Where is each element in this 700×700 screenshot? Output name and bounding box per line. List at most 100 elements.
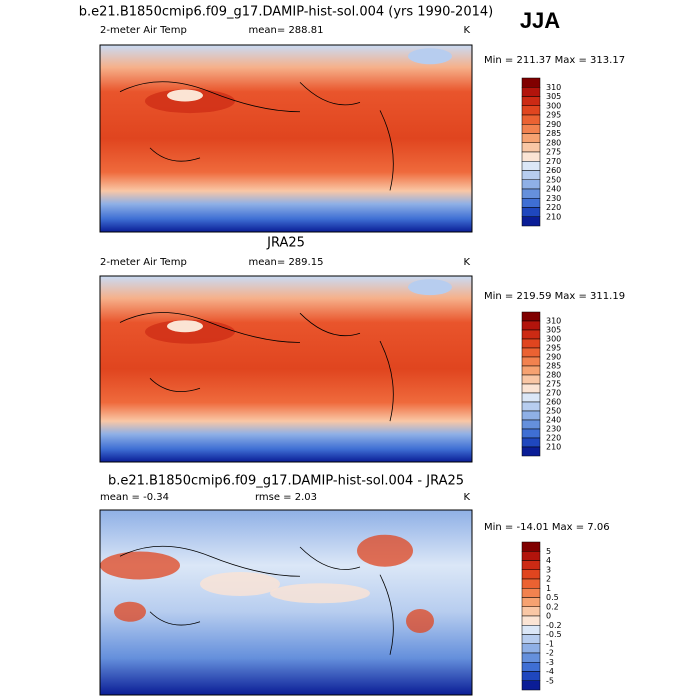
colorbar-box [521, 365, 541, 376]
colorbar-box [521, 446, 541, 457]
colorbar-label: 300 [546, 335, 561, 344]
colorbar-box [521, 437, 541, 448]
colorbar-box [521, 588, 541, 598]
panel-title: JRA25 [266, 236, 305, 251]
colorbar-label: 280 [546, 371, 561, 380]
colorbar-box [521, 383, 541, 394]
colorbar-label: -1 [546, 639, 554, 648]
colorbar-box [521, 188, 541, 199]
colorbar-label: 270 [546, 389, 561, 398]
colorbar-box [521, 578, 541, 589]
colorbar-label: 250 [546, 407, 561, 416]
colorbar-box [521, 320, 541, 331]
colorbar-box [521, 634, 541, 644]
colorbar-label: -0.2 [546, 621, 562, 630]
colorbar-label: 295 [546, 111, 561, 120]
units-label: K [463, 257, 470, 268]
panel-title: b.e21.B1850cmip6.f09_g17.DAMIP-hist-sol.… [108, 474, 464, 489]
colorbar-label: 275 [546, 148, 561, 157]
colorbar-box [521, 179, 541, 190]
center-label: mean= 288.81 [249, 25, 324, 36]
panel-title: b.e21.B1850cmip6.f09_g17.DAMIP-hist-sol.… [79, 5, 493, 20]
colorbar-label: 275 [546, 380, 561, 389]
colorbar-label: 300 [546, 101, 561, 110]
left-label: 2-meter Air Temp [100, 257, 187, 268]
colorbar-box [521, 551, 541, 561]
greenland [408, 48, 452, 65]
units-label: K [463, 25, 470, 36]
colorbar-box [521, 142, 541, 153]
min-max-label: Min = 219.59 Max = 311.19 [484, 291, 625, 302]
colorbar-box [521, 569, 541, 580]
colorbar-label: 310 [546, 317, 561, 326]
colorbar-box [521, 560, 541, 570]
colorbar-box [521, 338, 541, 349]
colorbar-label: 280 [546, 138, 561, 147]
colorbar-box [521, 133, 541, 143]
colorbar-box [521, 625, 541, 635]
neutral-region [200, 572, 280, 596]
colorbar-label: 220 [546, 203, 561, 212]
colorbar-box [521, 329, 541, 340]
colorbar-label: 5 [546, 547, 551, 556]
colorbar-box [521, 410, 541, 421]
colorbar-box [521, 356, 541, 367]
map [99, 44, 473, 233]
map [99, 509, 473, 696]
colorbar-label: 285 [546, 129, 561, 138]
colorbar-label: -0.5 [546, 630, 562, 639]
colorbar-box [521, 671, 541, 681]
colorbar-label: 290 [546, 120, 561, 129]
colorbar-label: 0 [546, 612, 551, 621]
colorbar-label: 210 [546, 212, 561, 221]
colorbar-box [521, 652, 541, 663]
colorbar-label: -5 [546, 676, 554, 685]
colorbar-box [521, 151, 541, 162]
colorbar-box [521, 615, 541, 626]
colorbar-label: 230 [546, 425, 561, 434]
season-label: JJA [520, 8, 560, 33]
colorbar-label: 310 [546, 83, 561, 92]
left-label: mean = -0.34 [100, 492, 169, 503]
colorbar-label: -3 [546, 658, 554, 667]
colorbar-label: 285 [546, 362, 561, 371]
colorbar-box [521, 606, 541, 617]
map-field [100, 510, 472, 695]
colorbar-label: 260 [546, 398, 561, 407]
colorbar-box [521, 428, 541, 439]
plateau [167, 89, 203, 102]
min-max-label: Min = 211.37 Max = 313.17 [484, 55, 625, 66]
colorbar-box [521, 105, 541, 116]
colorbar-label: 290 [546, 353, 561, 362]
colorbar-box [521, 198, 541, 208]
colorbar-box [521, 311, 541, 322]
colorbar-box [521, 401, 541, 412]
warm-anomaly [357, 534, 413, 567]
coastline [119, 81, 394, 191]
colorbar-label: 4 [546, 556, 551, 565]
colorbar-label: 270 [546, 157, 561, 166]
map-frame [99, 275, 473, 463]
colorbar-box [521, 392, 541, 403]
greenland [408, 279, 452, 296]
colorbar-box [521, 96, 541, 106]
colorbar-box [521, 374, 541, 385]
colorbar-label: 1 [546, 584, 551, 593]
colorbar-box [521, 662, 541, 672]
colorbar-box [521, 77, 541, 88]
warm-anomaly [114, 601, 146, 622]
colorbar-box [521, 207, 541, 217]
colorbar-label: -4 [546, 667, 554, 676]
colorbar-box [521, 597, 541, 607]
colorbar-box [521, 161, 541, 171]
map-frame [99, 509, 473, 696]
coastline [119, 312, 394, 422]
colorbar-box [521, 124, 541, 134]
warm-anomaly [100, 551, 180, 580]
colorbar-label: 305 [546, 92, 561, 101]
colorbar-box [521, 347, 541, 358]
coastline [119, 545, 394, 655]
colorbar-label: 250 [546, 175, 561, 184]
colorbar-box [521, 419, 541, 430]
